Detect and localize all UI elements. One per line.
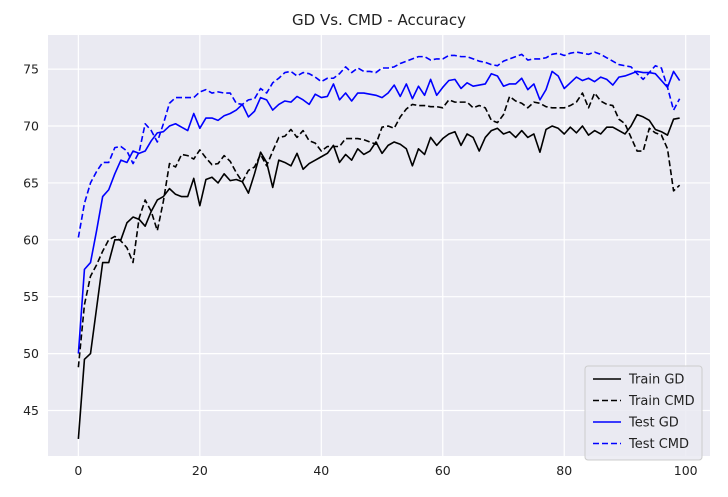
- series-line-train-gd: [77, 113, 680, 439]
- legend-label: Test GD: [628, 416, 679, 431]
- series-line-train-cmd: [77, 92, 681, 368]
- legend-label: Train CMD: [628, 394, 695, 409]
- series-line-test-cmd: [77, 51, 681, 238]
- y-tick-label: 60: [23, 232, 39, 247]
- y-tick-label: 55: [23, 289, 39, 304]
- x-tick-label: 0: [74, 463, 82, 478]
- legend: Train GD Train CMD Test GD Test CMD: [584, 365, 703, 461]
- x-tick-label: 20: [192, 463, 208, 478]
- y-tick-label: 45: [23, 403, 39, 418]
- tick-labels: 0 20 40 60 80 100 45 50 55 60 65 70 75: [23, 62, 698, 478]
- y-tick-label: 75: [23, 62, 39, 77]
- y-tick-label: 70: [23, 119, 39, 134]
- x-tick-label: 100: [674, 463, 698, 478]
- x-tick-label: 60: [435, 463, 451, 478]
- y-tick-label: 65: [23, 175, 39, 190]
- y-tick-label: 50: [23, 346, 39, 361]
- chart-title: GD Vs. CMD - Accuracy: [292, 11, 466, 29]
- series-line-test-gd: [77, 70, 681, 354]
- legend-box: [584, 365, 703, 461]
- x-tick-label: 40: [313, 463, 329, 478]
- series-lines: [77, 51, 681, 439]
- legend-label: Train GD: [628, 373, 684, 388]
- legend-label: Test CMD: [628, 437, 689, 452]
- x-tick-label: 80: [556, 463, 572, 478]
